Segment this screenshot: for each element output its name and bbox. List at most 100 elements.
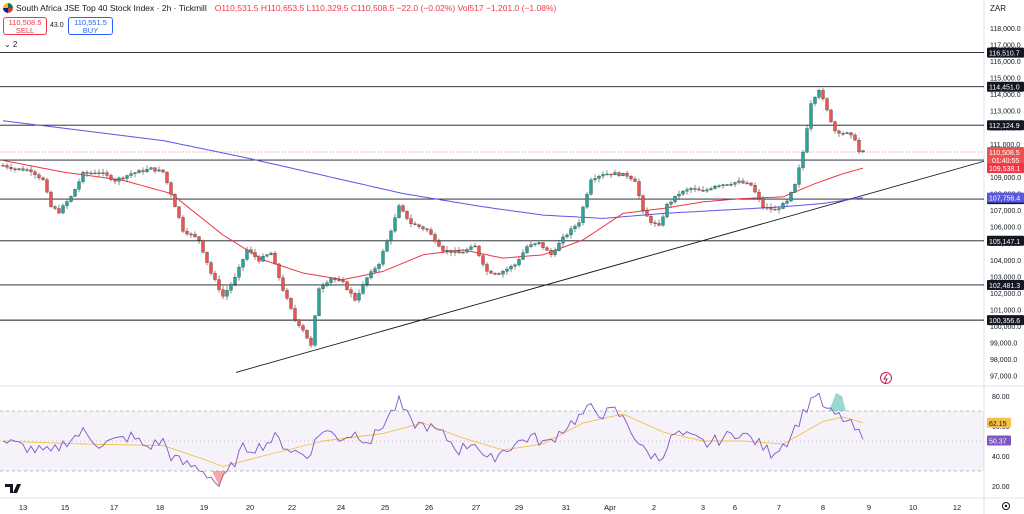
candle-body — [677, 193, 681, 197]
candle-body — [417, 224, 421, 227]
x-tick-label: 15 — [61, 503, 69, 512]
currency-label[interactable]: ZAR — [990, 4, 1006, 13]
candle-body — [225, 290, 229, 297]
candle-body — [321, 285, 325, 289]
candle-body — [685, 189, 689, 192]
candle-body — [541, 242, 545, 248]
candle-body — [601, 174, 605, 177]
candle-body — [261, 255, 265, 262]
candle-body — [337, 279, 341, 281]
rsi-tick-label: 20.00 — [992, 484, 1010, 491]
indicators-toggle[interactable]: ⌄ 2 — [4, 40, 18, 49]
candle-body — [393, 217, 397, 232]
candle-body — [213, 273, 217, 280]
candle-body — [657, 223, 661, 226]
candle-body — [293, 308, 297, 320]
price-tag — [987, 163, 1024, 174]
rsi-value-label: 50.37 — [989, 438, 1007, 445]
candle-body — [833, 121, 837, 132]
settings-gear-icon[interactable] — [1002, 502, 1010, 510]
buy-button[interactable]: 110,551.5 BUY — [68, 17, 113, 35]
candle-body — [285, 290, 289, 299]
rsi-value-tag — [987, 435, 1011, 446]
candle-body — [1, 165, 5, 167]
candle-body — [377, 264, 381, 269]
candle-body — [257, 256, 261, 262]
candle-body — [781, 202, 785, 209]
sell-label: SELL — [15, 26, 35, 35]
candle-body — [589, 179, 593, 195]
candle-body — [41, 177, 45, 180]
candle-body — [237, 267, 241, 278]
price-tag — [987, 192, 1024, 203]
price-tag-label: 109,538.1 — [989, 166, 1020, 173]
candle-body — [165, 171, 169, 183]
candle-body — [381, 251, 385, 265]
open-value: O110,531.5 — [214, 3, 259, 13]
candle-body — [753, 185, 757, 193]
spread-value: 43.0 — [50, 22, 64, 29]
sell-button[interactable]: 110,508.5 SELL — [3, 17, 47, 35]
countdown-label: 01:40:55 — [992, 158, 1019, 165]
y-tick-label: 114,000.0 — [990, 92, 1021, 99]
candle-body — [485, 264, 489, 272]
candle-body — [197, 236, 201, 241]
candle-body — [665, 204, 669, 218]
candle-body — [277, 263, 281, 278]
candle-body — [745, 182, 749, 185]
candle-body — [49, 191, 53, 207]
level-price-label: 112,124.9 — [989, 123, 1020, 130]
candle-body — [45, 179, 49, 193]
candle-body — [693, 188, 697, 190]
candle-body — [185, 230, 189, 235]
buy-label: BUY — [82, 26, 99, 35]
y-tick-label: 102,000.0 — [990, 291, 1021, 298]
candle-body — [521, 252, 525, 260]
y-tick-label: 109,000.0 — [990, 175, 1021, 182]
candle-body — [585, 194, 589, 208]
candle-body — [281, 277, 285, 291]
candle-body — [645, 210, 649, 217]
candle-body — [73, 189, 77, 197]
rsi-value-label: 62.15 — [989, 421, 1007, 428]
candle-body — [309, 337, 313, 346]
y-tick-label: 97,000.0 — [990, 374, 1017, 381]
candle-body — [569, 228, 573, 236]
candle-body — [149, 167, 153, 170]
candle-body — [701, 190, 705, 192]
candle-body — [817, 90, 821, 98]
candle-body — [841, 133, 845, 135]
alert-bolt-glyph — [883, 373, 888, 384]
candle-body — [397, 205, 401, 218]
candle-body — [641, 195, 645, 211]
candle-body — [733, 182, 737, 185]
candle-body — [105, 172, 109, 176]
candle-body — [445, 250, 449, 252]
candle-body — [793, 184, 797, 193]
rsi-tick-label: 40.00 — [992, 454, 1010, 461]
candle-body — [697, 188, 701, 191]
candle-body — [509, 266, 513, 270]
candle-body — [617, 172, 621, 176]
candle-body — [721, 184, 725, 186]
candle-body — [65, 201, 69, 206]
candle-body — [553, 250, 557, 255]
candle-body — [93, 172, 97, 175]
y-tick-label: 99,000.0 — [990, 341, 1017, 348]
candle-body — [449, 250, 453, 253]
gear-ring — [1002, 502, 1010, 510]
level-price-label: 100,356.6 — [989, 318, 1020, 325]
volume-change-value: −1,201.0 (−1.08%) — [485, 3, 557, 13]
candle-body — [765, 206, 769, 209]
level-price-label: 114,451.0 — [989, 85, 1020, 92]
candle-body — [769, 206, 773, 210]
candle-body — [493, 273, 497, 275]
symbol-title[interactable]: South Africa JSE Top 40 Stock Index · 2h… — [16, 3, 207, 13]
candle-body — [513, 264, 517, 267]
candle-body — [61, 205, 65, 214]
candle-body — [637, 181, 641, 196]
candle-body — [469, 246, 473, 250]
candle-body — [273, 252, 277, 265]
candle-body — [429, 229, 433, 235]
